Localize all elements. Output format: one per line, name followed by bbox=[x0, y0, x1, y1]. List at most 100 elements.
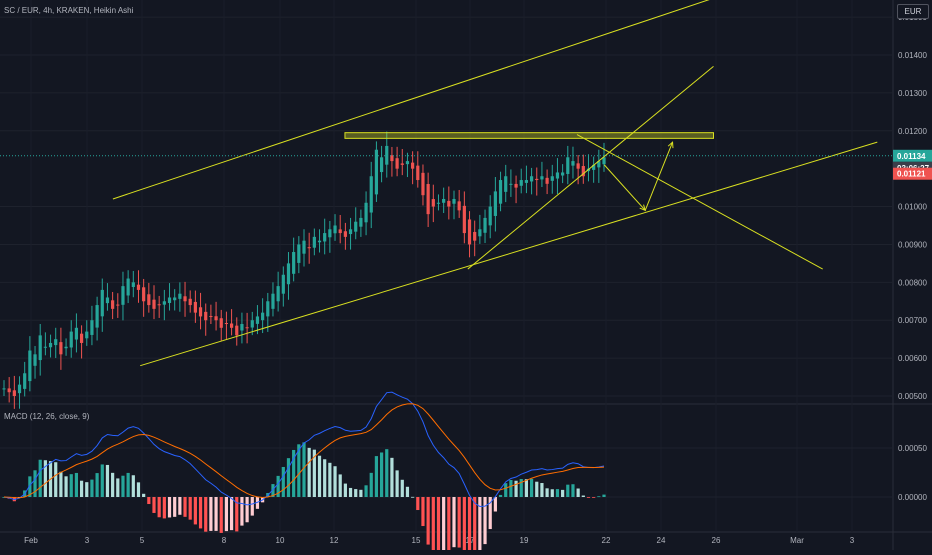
macd-histogram-bar bbox=[317, 455, 322, 497]
macd-histogram-bar bbox=[338, 474, 342, 497]
candle-body bbox=[338, 229, 342, 234]
candle-body bbox=[509, 183, 513, 185]
candle-body bbox=[426, 184, 430, 215]
macd-histogram-bar bbox=[405, 486, 410, 497]
macd-histogram-bar bbox=[576, 488, 580, 497]
candle-body bbox=[64, 346, 68, 349]
macd-histogram-bar bbox=[292, 449, 296, 497]
projection-arrow-up-head bbox=[667, 141, 674, 149]
macd-histogram-bar bbox=[348, 487, 353, 497]
candle-body bbox=[126, 278, 130, 296]
candle-body bbox=[12, 390, 16, 396]
time-tick-label: 24 bbox=[657, 536, 666, 545]
candle-body bbox=[193, 301, 197, 313]
currency-button[interactable]: EUR bbox=[897, 4, 929, 19]
macd-histogram-bar bbox=[354, 489, 358, 497]
macd-histogram-bar bbox=[411, 496, 415, 498]
macd-histogram-bar bbox=[535, 481, 539, 497]
macd-histogram-bar bbox=[426, 497, 430, 545]
time-tick-label: 12 bbox=[330, 536, 339, 545]
candle-body bbox=[354, 221, 358, 232]
macd-histogram-bar bbox=[390, 457, 394, 497]
candle-body bbox=[452, 198, 456, 204]
macd-histogram-bar bbox=[43, 460, 47, 497]
macd-histogram-bar bbox=[281, 466, 285, 497]
upper-channel-line bbox=[112, 0, 710, 200]
macd-histogram-bar bbox=[519, 479, 523, 497]
candle-body bbox=[488, 206, 492, 226]
candle-body bbox=[395, 158, 399, 169]
macd-histogram-bar bbox=[167, 497, 172, 518]
candle-body bbox=[576, 163, 580, 169]
macd-histogram-bar bbox=[307, 447, 311, 497]
candle-body bbox=[17, 384, 22, 394]
macd-histogram-bar bbox=[178, 497, 182, 515]
candle-body bbox=[297, 244, 301, 263]
candle-body bbox=[79, 333, 84, 343]
macd-histogram-bar bbox=[33, 470, 37, 497]
price-tick-label: 0.00900 bbox=[898, 240, 927, 249]
candle-body bbox=[59, 342, 63, 355]
macd-histogram-bar bbox=[204, 497, 208, 532]
time-tick-label: 3 bbox=[85, 536, 90, 545]
price-tick-label: 0.01300 bbox=[898, 89, 927, 98]
macd-histogram-bar bbox=[333, 466, 337, 497]
candle-body bbox=[43, 346, 47, 348]
time-tick-label: Feb bbox=[24, 536, 38, 545]
candle-body bbox=[100, 289, 104, 317]
macd-histogram-bar bbox=[54, 462, 58, 497]
candle-body bbox=[566, 157, 570, 174]
candle-body bbox=[261, 312, 265, 321]
candle-body bbox=[105, 297, 110, 304]
candle-body bbox=[229, 323, 234, 328]
macd-histogram-bar bbox=[147, 497, 151, 505]
macd-histogram-bar bbox=[38, 459, 42, 497]
last-price-tag bbox=[893, 167, 932, 180]
macd-histogram-bar bbox=[462, 497, 466, 555]
macd-histogram-bar bbox=[328, 462, 332, 497]
candle-body bbox=[286, 263, 291, 285]
time-tick-label: 3 bbox=[850, 536, 855, 545]
candle-body bbox=[369, 176, 373, 213]
candle-body bbox=[467, 219, 472, 245]
candle-body bbox=[592, 164, 596, 170]
macd-histogram-bar bbox=[602, 494, 606, 497]
macd-histogram-bar bbox=[250, 497, 254, 516]
macd-histogram-bar bbox=[116, 478, 120, 497]
macd-histogram-bar bbox=[255, 497, 260, 509]
macd-histogram-bar bbox=[131, 475, 135, 497]
candle-body bbox=[157, 304, 161, 306]
candle-body bbox=[235, 325, 239, 336]
macd-histogram-bar bbox=[514, 480, 518, 497]
last-price-label: 0.01121 bbox=[897, 170, 926, 179]
price-tick-label: 0.01400 bbox=[898, 51, 927, 60]
lower-channel-line bbox=[140, 141, 878, 367]
macd-histogram-bar bbox=[142, 493, 146, 497]
macd-histogram-bar bbox=[524, 479, 529, 497]
descending-line bbox=[576, 134, 823, 270]
macd-histogram-bar bbox=[209, 497, 213, 531]
candle-body bbox=[431, 199, 435, 207]
candle-body bbox=[307, 247, 311, 249]
candle-body bbox=[152, 299, 156, 309]
macd-histogram-bar bbox=[400, 479, 404, 497]
candle-body bbox=[173, 297, 177, 301]
time-tick-label: Mar bbox=[790, 536, 804, 545]
macd-histogram-bar bbox=[483, 497, 487, 545]
macd-histogram-bar bbox=[571, 484, 575, 497]
candle-body bbox=[74, 327, 79, 340]
candle-body bbox=[550, 176, 554, 181]
macd-histogram-bar bbox=[136, 482, 141, 497]
candle-body bbox=[178, 293, 182, 299]
candle-body bbox=[529, 176, 534, 182]
macd-histogram-bar bbox=[323, 459, 327, 497]
candle-body bbox=[142, 287, 146, 302]
candle-body bbox=[23, 373, 27, 389]
candle-body bbox=[462, 205, 466, 234]
macd-histogram-bar bbox=[488, 497, 492, 530]
candle-body bbox=[457, 201, 461, 211]
rising-support-line bbox=[467, 65, 714, 270]
price-tick-label: 0.01200 bbox=[898, 127, 927, 136]
